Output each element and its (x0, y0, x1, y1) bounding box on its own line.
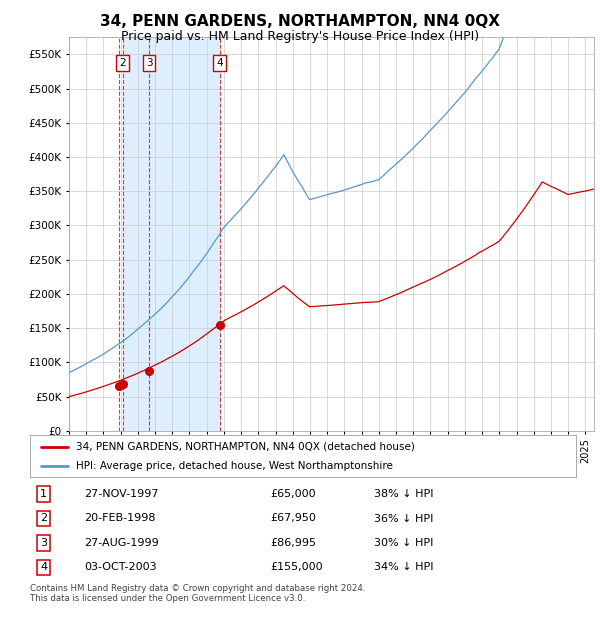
Bar (123, 37, 220, 431)
Text: 36% ↓ HPI: 36% ↓ HPI (374, 513, 433, 523)
Text: Price paid vs. HM Land Registry's House Price Index (HPI): Price paid vs. HM Land Registry's House … (121, 30, 479, 43)
Text: 38% ↓ HPI: 38% ↓ HPI (374, 489, 433, 499)
Text: HPI: Average price, detached house, West Northamptonshire: HPI: Average price, detached house, West… (76, 461, 393, 471)
Text: 27-AUG-1999: 27-AUG-1999 (85, 538, 160, 548)
Text: 20-FEB-1998: 20-FEB-1998 (85, 513, 156, 523)
Text: £65,000: £65,000 (270, 489, 316, 499)
Text: 1: 1 (40, 489, 47, 499)
Text: £155,000: £155,000 (270, 562, 323, 572)
Text: 34, PENN GARDENS, NORTHAMPTON, NN4 0QX (detached house): 34, PENN GARDENS, NORTHAMPTON, NN4 0QX (… (76, 441, 415, 451)
Text: 03-OCT-2003: 03-OCT-2003 (85, 562, 157, 572)
Text: 2: 2 (40, 513, 47, 523)
Text: 3: 3 (146, 58, 152, 68)
Text: 34, PENN GARDENS, NORTHAMPTON, NN4 0QX: 34, PENN GARDENS, NORTHAMPTON, NN4 0QX (100, 14, 500, 29)
Text: £86,995: £86,995 (270, 538, 316, 548)
Text: Contains HM Land Registry data © Crown copyright and database right 2024.
This d: Contains HM Land Registry data © Crown c… (30, 584, 365, 603)
Text: 27-NOV-1997: 27-NOV-1997 (85, 489, 159, 499)
Text: 4: 4 (40, 562, 47, 572)
Text: 34% ↓ HPI: 34% ↓ HPI (374, 562, 433, 572)
Text: 4: 4 (217, 58, 223, 68)
Text: 2: 2 (119, 58, 126, 68)
Text: £67,950: £67,950 (270, 513, 316, 523)
Text: 30% ↓ HPI: 30% ↓ HPI (374, 538, 433, 548)
Text: 3: 3 (40, 538, 47, 548)
